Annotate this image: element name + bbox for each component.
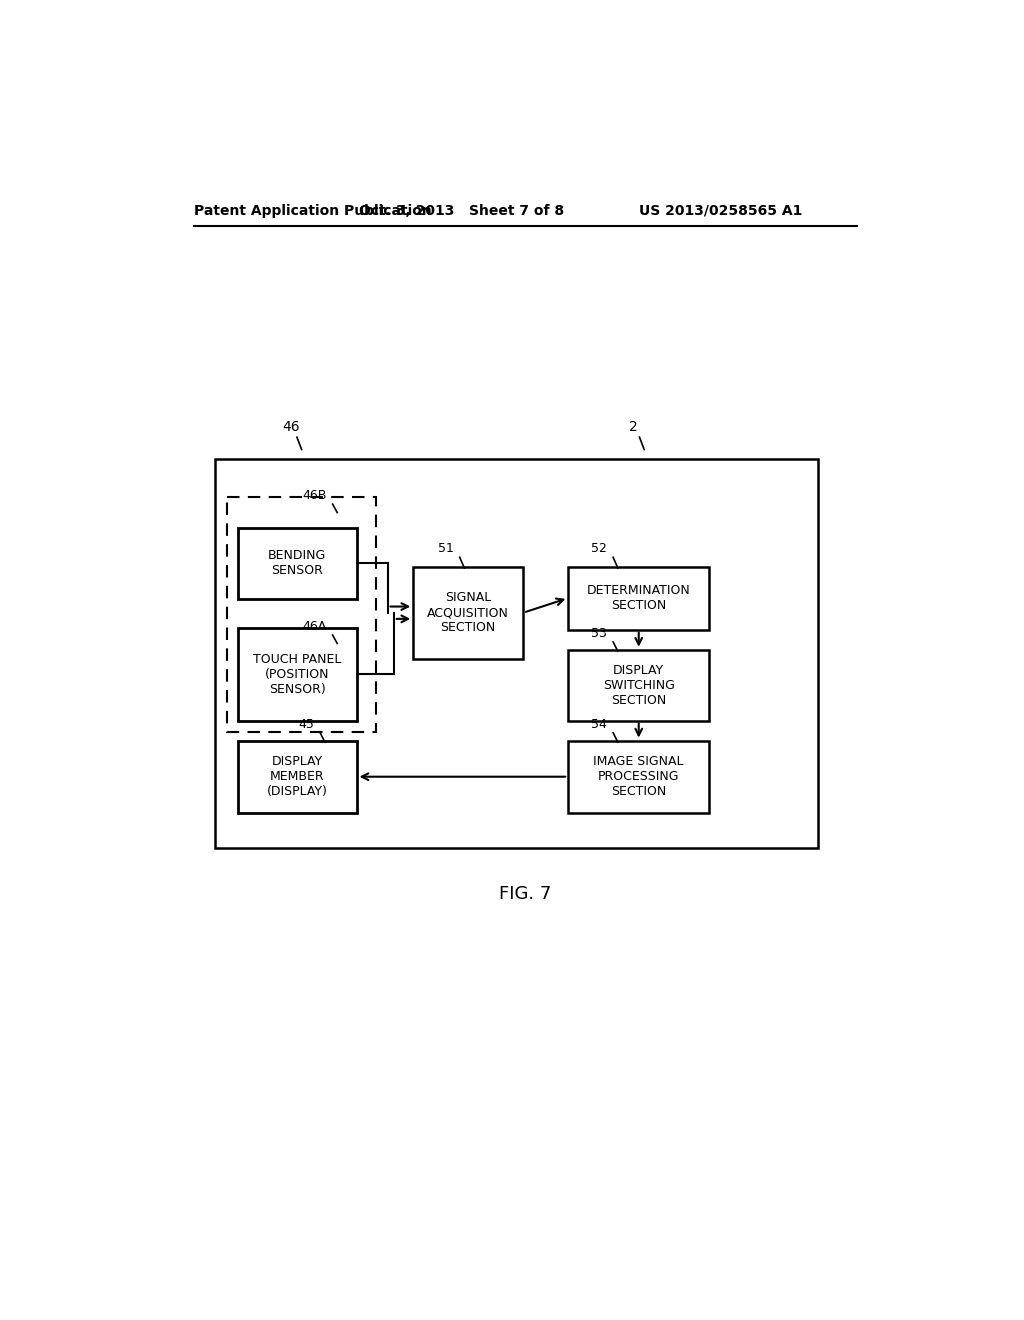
Text: DISPLAY
SWITCHING
SECTION: DISPLAY SWITCHING SECTION [603, 664, 675, 706]
Text: US 2013/0258565 A1: US 2013/0258565 A1 [639, 203, 802, 218]
Text: 2: 2 [629, 420, 638, 434]
Text: 52: 52 [591, 543, 607, 554]
Text: DISPLAY
MEMBER
(DISPLAY): DISPLAY MEMBER (DISPLAY) [267, 755, 328, 799]
Text: 45: 45 [298, 718, 314, 730]
Bar [568, 741, 710, 813]
Bar [568, 566, 710, 630]
Bar [215, 459, 818, 847]
Text: 46B: 46B [302, 488, 327, 502]
Text: SIGNAL
ACQUISITION
SECTION: SIGNAL ACQUISITION SECTION [427, 591, 509, 634]
Text: TOUCH PANEL
(POSITION
SENSOR): TOUCH PANEL (POSITION SENSOR) [253, 653, 342, 696]
Bar [238, 628, 356, 721]
Bar [238, 741, 356, 813]
Text: 46A: 46A [302, 619, 327, 632]
Text: DETERMINATION
SECTION: DETERMINATION SECTION [587, 583, 690, 612]
Bar [568, 649, 710, 721]
Text: BENDING
SENSOR: BENDING SENSOR [268, 549, 327, 577]
Text: Patent Application Publication: Patent Application Publication [194, 203, 432, 218]
Text: 53: 53 [591, 627, 607, 640]
Bar [238, 528, 356, 599]
Text: 51: 51 [437, 543, 454, 554]
Text: Oct. 3, 2013   Sheet 7 of 8: Oct. 3, 2013 Sheet 7 of 8 [358, 203, 564, 218]
Text: 54: 54 [591, 718, 607, 730]
Bar [414, 566, 523, 659]
Text: FIG. 7: FIG. 7 [499, 884, 551, 903]
Text: IMAGE SIGNAL
PROCESSING
SECTION: IMAGE SIGNAL PROCESSING SECTION [594, 755, 684, 799]
Bar [227, 498, 376, 733]
Text: 46: 46 [282, 420, 300, 434]
